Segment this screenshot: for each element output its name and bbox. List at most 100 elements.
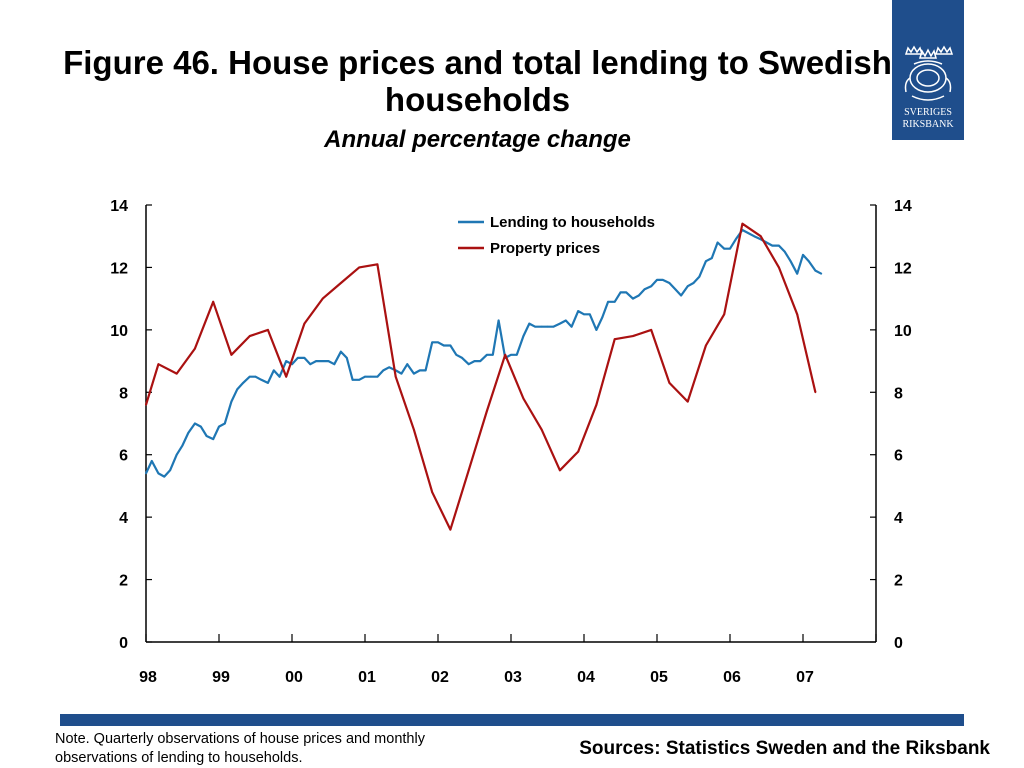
y-tick-label-left: 8 — [119, 385, 128, 402]
data-point — [285, 375, 288, 378]
data-point — [698, 275, 701, 278]
x-tick-label: 98 — [139, 669, 157, 686]
data-point — [705, 260, 707, 263]
data-point — [358, 378, 361, 381]
data-point — [333, 363, 336, 366]
data-point — [467, 469, 470, 472]
data-point — [613, 338, 616, 341]
data-point — [814, 391, 817, 394]
data-point — [607, 300, 609, 303]
data-point — [546, 325, 549, 328]
data-point — [260, 378, 263, 381]
data-point — [205, 435, 208, 437]
data-point — [686, 285, 689, 288]
data-point — [771, 244, 774, 247]
x-tick-label: 01 — [358, 669, 376, 686]
data-point — [296, 357, 299, 359]
data-point — [303, 322, 306, 325]
legend-label: Property prices — [490, 240, 600, 257]
data-point — [199, 425, 202, 428]
data-point — [431, 491, 434, 494]
data-point — [796, 313, 799, 316]
data-point — [705, 344, 707, 347]
y-tick-label-left: 10 — [110, 323, 128, 340]
data-point — [632, 297, 634, 300]
data-point — [369, 375, 372, 378]
data-point — [656, 279, 658, 281]
data-point — [668, 282, 671, 284]
y-tick-label-right: 14 — [894, 198, 912, 215]
data-point — [723, 313, 726, 316]
data-point — [212, 438, 215, 440]
data-point — [413, 428, 415, 431]
data-point — [358, 266, 361, 269]
data-point — [643, 288, 646, 291]
data-point — [157, 363, 160, 366]
data-point — [223, 422, 226, 425]
y-tick-label-left: 14 — [110, 198, 128, 215]
data-point — [254, 375, 257, 378]
data-point — [309, 363, 312, 366]
data-point — [340, 350, 342, 353]
data-point — [267, 382, 269, 384]
data-point — [145, 472, 147, 475]
data-point — [400, 372, 403, 375]
data-point — [272, 369, 275, 372]
chart-subtitle: Annual percentage change — [324, 126, 631, 153]
data-point — [388, 366, 390, 369]
data-point — [248, 375, 251, 378]
data-point — [522, 397, 525, 400]
data-point — [479, 360, 482, 362]
data-point — [236, 388, 239, 391]
data-point — [340, 282, 342, 284]
data-point — [716, 241, 719, 244]
data-point — [723, 247, 726, 250]
y-tick-label-right: 12 — [894, 260, 912, 277]
data-point — [442, 344, 445, 347]
data-point — [413, 372, 415, 375]
data-point — [577, 450, 580, 453]
data-point — [778, 244, 780, 247]
data-point — [364, 375, 366, 378]
data-point — [449, 344, 452, 347]
data-point — [242, 382, 245, 384]
data-point — [455, 353, 458, 356]
y-tick-label-left: 0 — [119, 635, 128, 652]
data-point — [522, 335, 525, 337]
data-point — [163, 475, 166, 478]
data-point — [564, 319, 567, 322]
y-tick-label-left: 4 — [119, 510, 128, 527]
data-point — [753, 235, 755, 238]
data-point — [778, 266, 780, 269]
x-tick-label: 00 — [285, 669, 303, 686]
data-point — [424, 369, 427, 372]
data-point — [431, 341, 434, 344]
data-point — [625, 291, 628, 294]
data-point — [661, 279, 664, 281]
data-point — [315, 360, 317, 362]
data-point — [461, 357, 463, 359]
x-tick-label: 04 — [577, 669, 595, 686]
data-point — [382, 369, 385, 372]
data-point — [637, 294, 640, 297]
footer-sources: Sources: Statistics Sweden and the Riksb… — [579, 738, 990, 759]
x-tick-label: 03 — [504, 669, 522, 686]
data-point — [497, 319, 500, 322]
data-point — [540, 325, 543, 328]
data-point — [230, 400, 233, 403]
y-tick-label-right: 0 — [894, 635, 903, 652]
data-point — [157, 472, 160, 475]
data-point — [783, 250, 786, 253]
data-point — [692, 282, 695, 284]
data-point — [552, 325, 555, 328]
footer-note: Note. Quarterly observations of house pr… — [55, 731, 425, 766]
data-point — [729, 247, 731, 250]
data-point — [686, 400, 689, 403]
data-point — [248, 335, 251, 337]
data-point — [680, 294, 682, 297]
y-tick-label-right: 6 — [894, 448, 903, 465]
data-point — [169, 469, 172, 472]
footer-bar — [60, 714, 964, 726]
data-point — [601, 316, 604, 319]
